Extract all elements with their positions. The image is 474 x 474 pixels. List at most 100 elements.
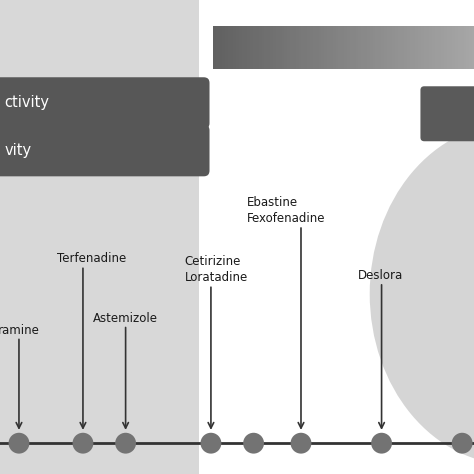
Bar <box>321 26 325 69</box>
Bar <box>344 26 347 69</box>
Bar <box>392 26 396 69</box>
Circle shape <box>452 433 473 454</box>
Bar <box>429 26 433 69</box>
Bar <box>472 26 474 69</box>
FancyBboxPatch shape <box>0 125 210 176</box>
Bar <box>458 26 461 69</box>
Bar <box>282 26 285 69</box>
Bar <box>301 26 305 69</box>
Bar <box>213 26 217 69</box>
Bar <box>350 26 353 69</box>
Bar <box>319 26 322 69</box>
Bar <box>412 26 416 69</box>
Bar <box>259 26 262 69</box>
Bar <box>373 26 376 69</box>
Bar <box>395 26 399 69</box>
Bar <box>404 26 407 69</box>
Bar <box>375 26 379 69</box>
Bar <box>421 26 424 69</box>
Bar <box>444 26 447 69</box>
Bar <box>256 26 259 69</box>
Bar <box>310 26 313 69</box>
Bar <box>353 26 356 69</box>
Bar <box>358 26 362 69</box>
Bar <box>466 26 470 69</box>
Bar <box>307 26 310 69</box>
Circle shape <box>115 433 136 454</box>
Bar <box>230 26 234 69</box>
Bar <box>236 26 239 69</box>
Bar <box>356 26 359 69</box>
Circle shape <box>243 433 264 454</box>
Bar <box>410 26 413 69</box>
Bar <box>438 26 441 69</box>
Bar <box>296 26 299 69</box>
Bar <box>284 26 288 69</box>
Bar <box>449 26 453 69</box>
Bar <box>387 26 390 69</box>
Text: vity: vity <box>5 143 32 158</box>
Bar <box>273 26 276 69</box>
Circle shape <box>201 433 221 454</box>
Bar <box>287 26 291 69</box>
Bar <box>469 26 473 69</box>
Bar <box>250 26 254 69</box>
Bar <box>233 26 237 69</box>
Bar <box>0 0 199 474</box>
Bar <box>441 26 444 69</box>
Bar <box>427 26 430 69</box>
Bar <box>333 26 336 69</box>
Text: Astemizole: Astemizole <box>92 312 157 325</box>
Circle shape <box>371 433 392 454</box>
Bar <box>262 26 265 69</box>
Bar <box>324 26 328 69</box>
Bar <box>330 26 333 69</box>
Bar <box>304 26 308 69</box>
Bar <box>415 26 419 69</box>
Bar <box>364 26 367 69</box>
Bar <box>225 26 228 69</box>
Bar <box>418 26 421 69</box>
Bar <box>270 26 273 69</box>
Bar <box>290 26 293 69</box>
Bar <box>264 26 268 69</box>
Bar <box>338 26 342 69</box>
Bar <box>219 26 222 69</box>
Text: Cetirizine
Loratadine: Cetirizine Loratadine <box>185 255 248 284</box>
Bar <box>390 26 393 69</box>
Bar <box>216 26 219 69</box>
Bar <box>407 26 410 69</box>
Bar <box>293 26 296 69</box>
Circle shape <box>291 433 311 454</box>
Bar <box>327 26 330 69</box>
Ellipse shape <box>370 123 474 465</box>
Bar <box>367 26 370 69</box>
Bar <box>464 26 467 69</box>
Bar <box>239 26 242 69</box>
Bar <box>455 26 458 69</box>
Bar <box>316 26 319 69</box>
Bar <box>424 26 427 69</box>
Bar <box>370 26 373 69</box>
Circle shape <box>73 433 93 454</box>
Bar <box>361 26 365 69</box>
Bar <box>247 26 251 69</box>
Bar <box>401 26 404 69</box>
Bar <box>222 26 225 69</box>
Text: Deslora: Deslora <box>358 269 403 282</box>
Bar <box>447 26 450 69</box>
Text: ramine: ramine <box>0 324 39 337</box>
Bar <box>461 26 464 69</box>
Bar <box>384 26 387 69</box>
Bar <box>242 26 245 69</box>
FancyBboxPatch shape <box>420 86 474 141</box>
Bar <box>279 26 282 69</box>
Bar <box>228 26 231 69</box>
Bar <box>313 26 316 69</box>
Bar <box>381 26 384 69</box>
Bar <box>253 26 256 69</box>
Bar <box>341 26 345 69</box>
Bar <box>452 26 456 69</box>
Bar <box>276 26 279 69</box>
Text: Ebastine
Fexofenadine: Ebastine Fexofenadine <box>246 196 325 225</box>
